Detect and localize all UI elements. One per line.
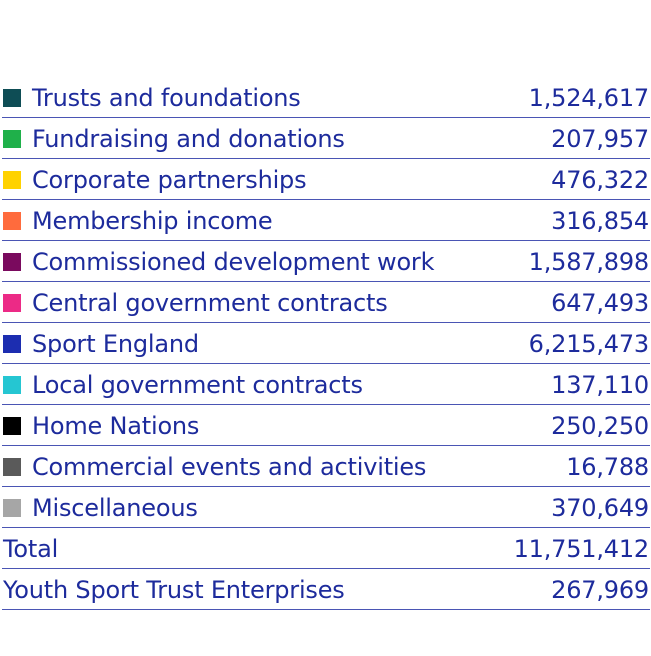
table-row-source-6: Central government contracts 647,493 — [2, 282, 650, 323]
legend-swatch — [3, 458, 21, 476]
legend-swatch — [3, 294, 21, 312]
row-label: Total — [3, 535, 59, 563]
legend-swatch — [3, 171, 21, 189]
table-row-source-2: Fundraising and donations 207,957 — [2, 118, 650, 159]
table-row-source-4: Membership income 316,854 — [2, 200, 650, 241]
legend-swatch — [3, 417, 21, 435]
row-label: Corporate partnerships — [32, 166, 307, 194]
row-value: 267,969 — [551, 576, 649, 604]
row-value: 250,250 — [551, 412, 649, 440]
row-value: 1,587,898 — [528, 248, 650, 276]
row-value: 1,524,617 — [528, 84, 650, 112]
row-label: Sport England — [32, 330, 199, 358]
table-row-source-7: Sport England 6,215,473 — [2, 323, 650, 364]
row-label: Home Nations — [32, 412, 200, 440]
legend-swatch — [3, 130, 21, 148]
table-row-source-8: Local government contracts 137,110 — [2, 364, 650, 405]
row-value: 316,854 — [551, 207, 649, 235]
legend-swatch — [3, 253, 21, 271]
row-value: 137,110 — [551, 371, 649, 399]
row-label: Central government contracts — [32, 289, 388, 317]
table-row-enterprises: Youth Sport Trust Enterprises 267,969 — [2, 569, 650, 610]
row-label: Commissioned development work — [32, 248, 435, 276]
row-label: Miscellaneous — [32, 494, 198, 522]
legend-swatch — [3, 376, 21, 394]
row-label: Youth Sport Trust Enterprises — [3, 576, 345, 604]
table-row-source-9: Home Nations 250,250 — [2, 405, 650, 446]
table-row-source-11: Miscellaneous 370,649 — [2, 487, 650, 528]
table-row-total: Total 11,751,412 — [2, 528, 650, 569]
row-label: Local government contracts — [32, 371, 363, 399]
row-value: 476,322 — [551, 166, 649, 194]
row-value: 207,957 — [551, 125, 649, 153]
row-label: Trusts and foundations — [32, 84, 301, 112]
row-value: 6,215,473 — [528, 330, 650, 358]
legend-swatch — [3, 89, 21, 107]
row-value: 647,493 — [551, 289, 649, 317]
row-label: Commercial events and activities — [32, 453, 427, 481]
income-table: Trusts and foundations 1,524,617 Fundraisi… — [2, 77, 650, 610]
table-row-source-3: Corporate partnerships 476,322 — [2, 159, 650, 200]
row-value: 16,788 — [566, 453, 649, 481]
table-row-source-5: Commissioned development work 1,587,898 — [2, 241, 650, 282]
table-row-source-10: Commercial events and activities 16,788 — [2, 446, 650, 487]
legend-swatch — [3, 335, 21, 353]
table-row-source-1: Trusts and foundations 1,524,617 — [2, 77, 650, 118]
legend-swatch — [3, 499, 21, 517]
row-value: 11,751,412 — [513, 535, 650, 563]
row-label: Fundraising and donations — [32, 125, 345, 153]
row-label: Membership income — [32, 207, 273, 235]
row-value: 370,649 — [551, 494, 649, 522]
legend-swatch — [3, 212, 21, 230]
